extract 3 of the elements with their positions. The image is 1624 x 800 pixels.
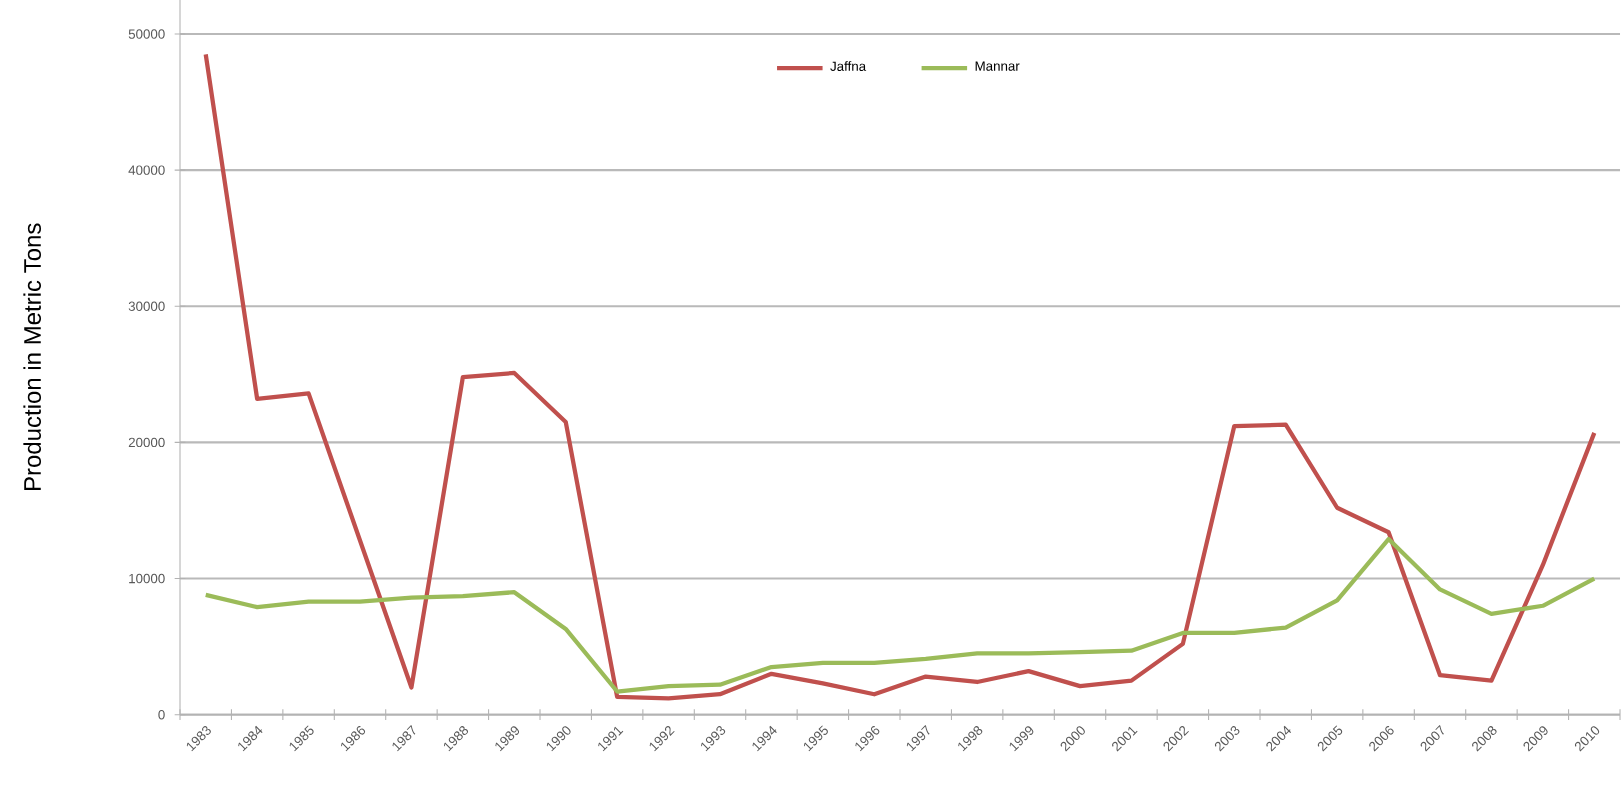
line-series	[203, 52, 1597, 701]
line-series	[203, 536, 1597, 694]
y-axis-title: Production in Metric Tons	[23, 223, 42, 491]
